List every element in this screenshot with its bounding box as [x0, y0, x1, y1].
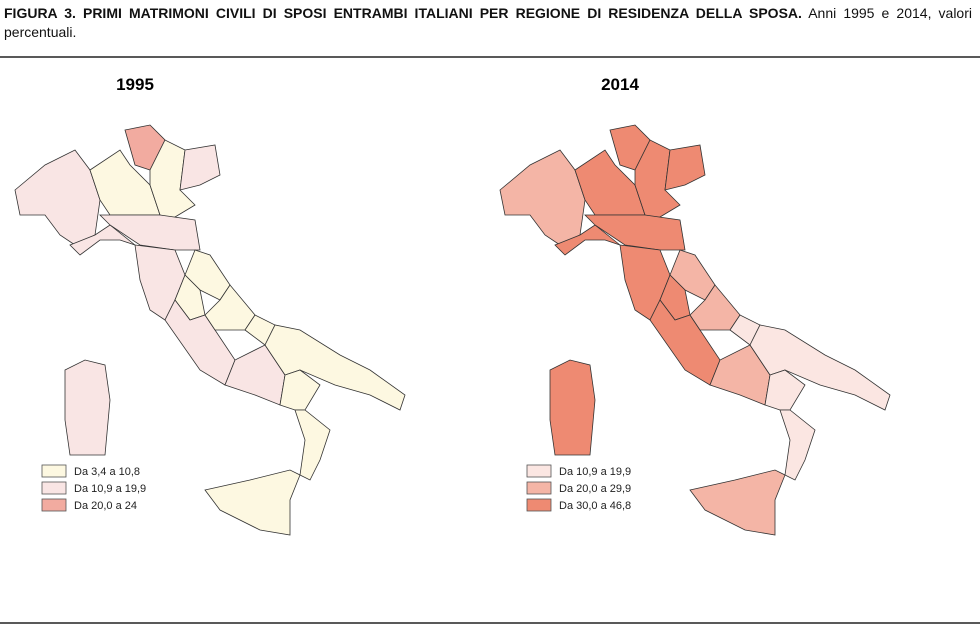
legend-swatch	[41, 464, 67, 478]
region	[179, 144, 221, 191]
figure-title: FIGURA 3. PRIMI MATRIMONI CIVILI DI SPOS…	[4, 5, 802, 21]
legend-label: Da 20,0 a 24	[74, 500, 137, 512]
region	[549, 359, 596, 456]
region	[14, 149, 101, 246]
region	[584, 214, 686, 251]
region	[99, 214, 201, 251]
region	[664, 144, 706, 191]
region	[69, 224, 136, 256]
region	[204, 469, 301, 536]
region	[689, 469, 786, 536]
legend-label: Da 30,0 a 46,8	[559, 500, 631, 512]
map-title: 1995	[116, 75, 154, 94]
region	[499, 149, 586, 246]
map: 2014 Da 10,9 a 19,9 Da 20,0 a 29,9 Da 30,0 …	[499, 75, 891, 536]
legend-label: Da 3,4 a 10,8	[74, 466, 140, 478]
legend-swatch	[41, 481, 67, 495]
map: 1995 Da 3,4 a 10,8 Da 10,9 a 19,9 Da 20,0 a…	[14, 75, 406, 536]
region	[779, 409, 816, 481]
region	[294, 409, 331, 481]
region	[64, 359, 111, 456]
figure-header: FIGURA 3. PRIMI MATRIMONI CIVILI DI SPOS…	[4, 4, 972, 42]
figure-subtitle: Anni 1995 e 2014, valori percentuali.	[4, 5, 972, 40]
legend-swatch	[526, 464, 552, 478]
legend-swatch	[41, 498, 67, 512]
legend-label: Da 10,9 a 19,9	[74, 483, 146, 495]
legend-swatch	[526, 498, 552, 512]
map-title: 2014	[601, 75, 639, 94]
legend-swatch	[526, 481, 552, 495]
legend-label: Da 20,0 a 29,9	[559, 483, 631, 495]
legend-label: Da 10,9 a 19,9	[559, 466, 631, 478]
region	[554, 224, 621, 256]
